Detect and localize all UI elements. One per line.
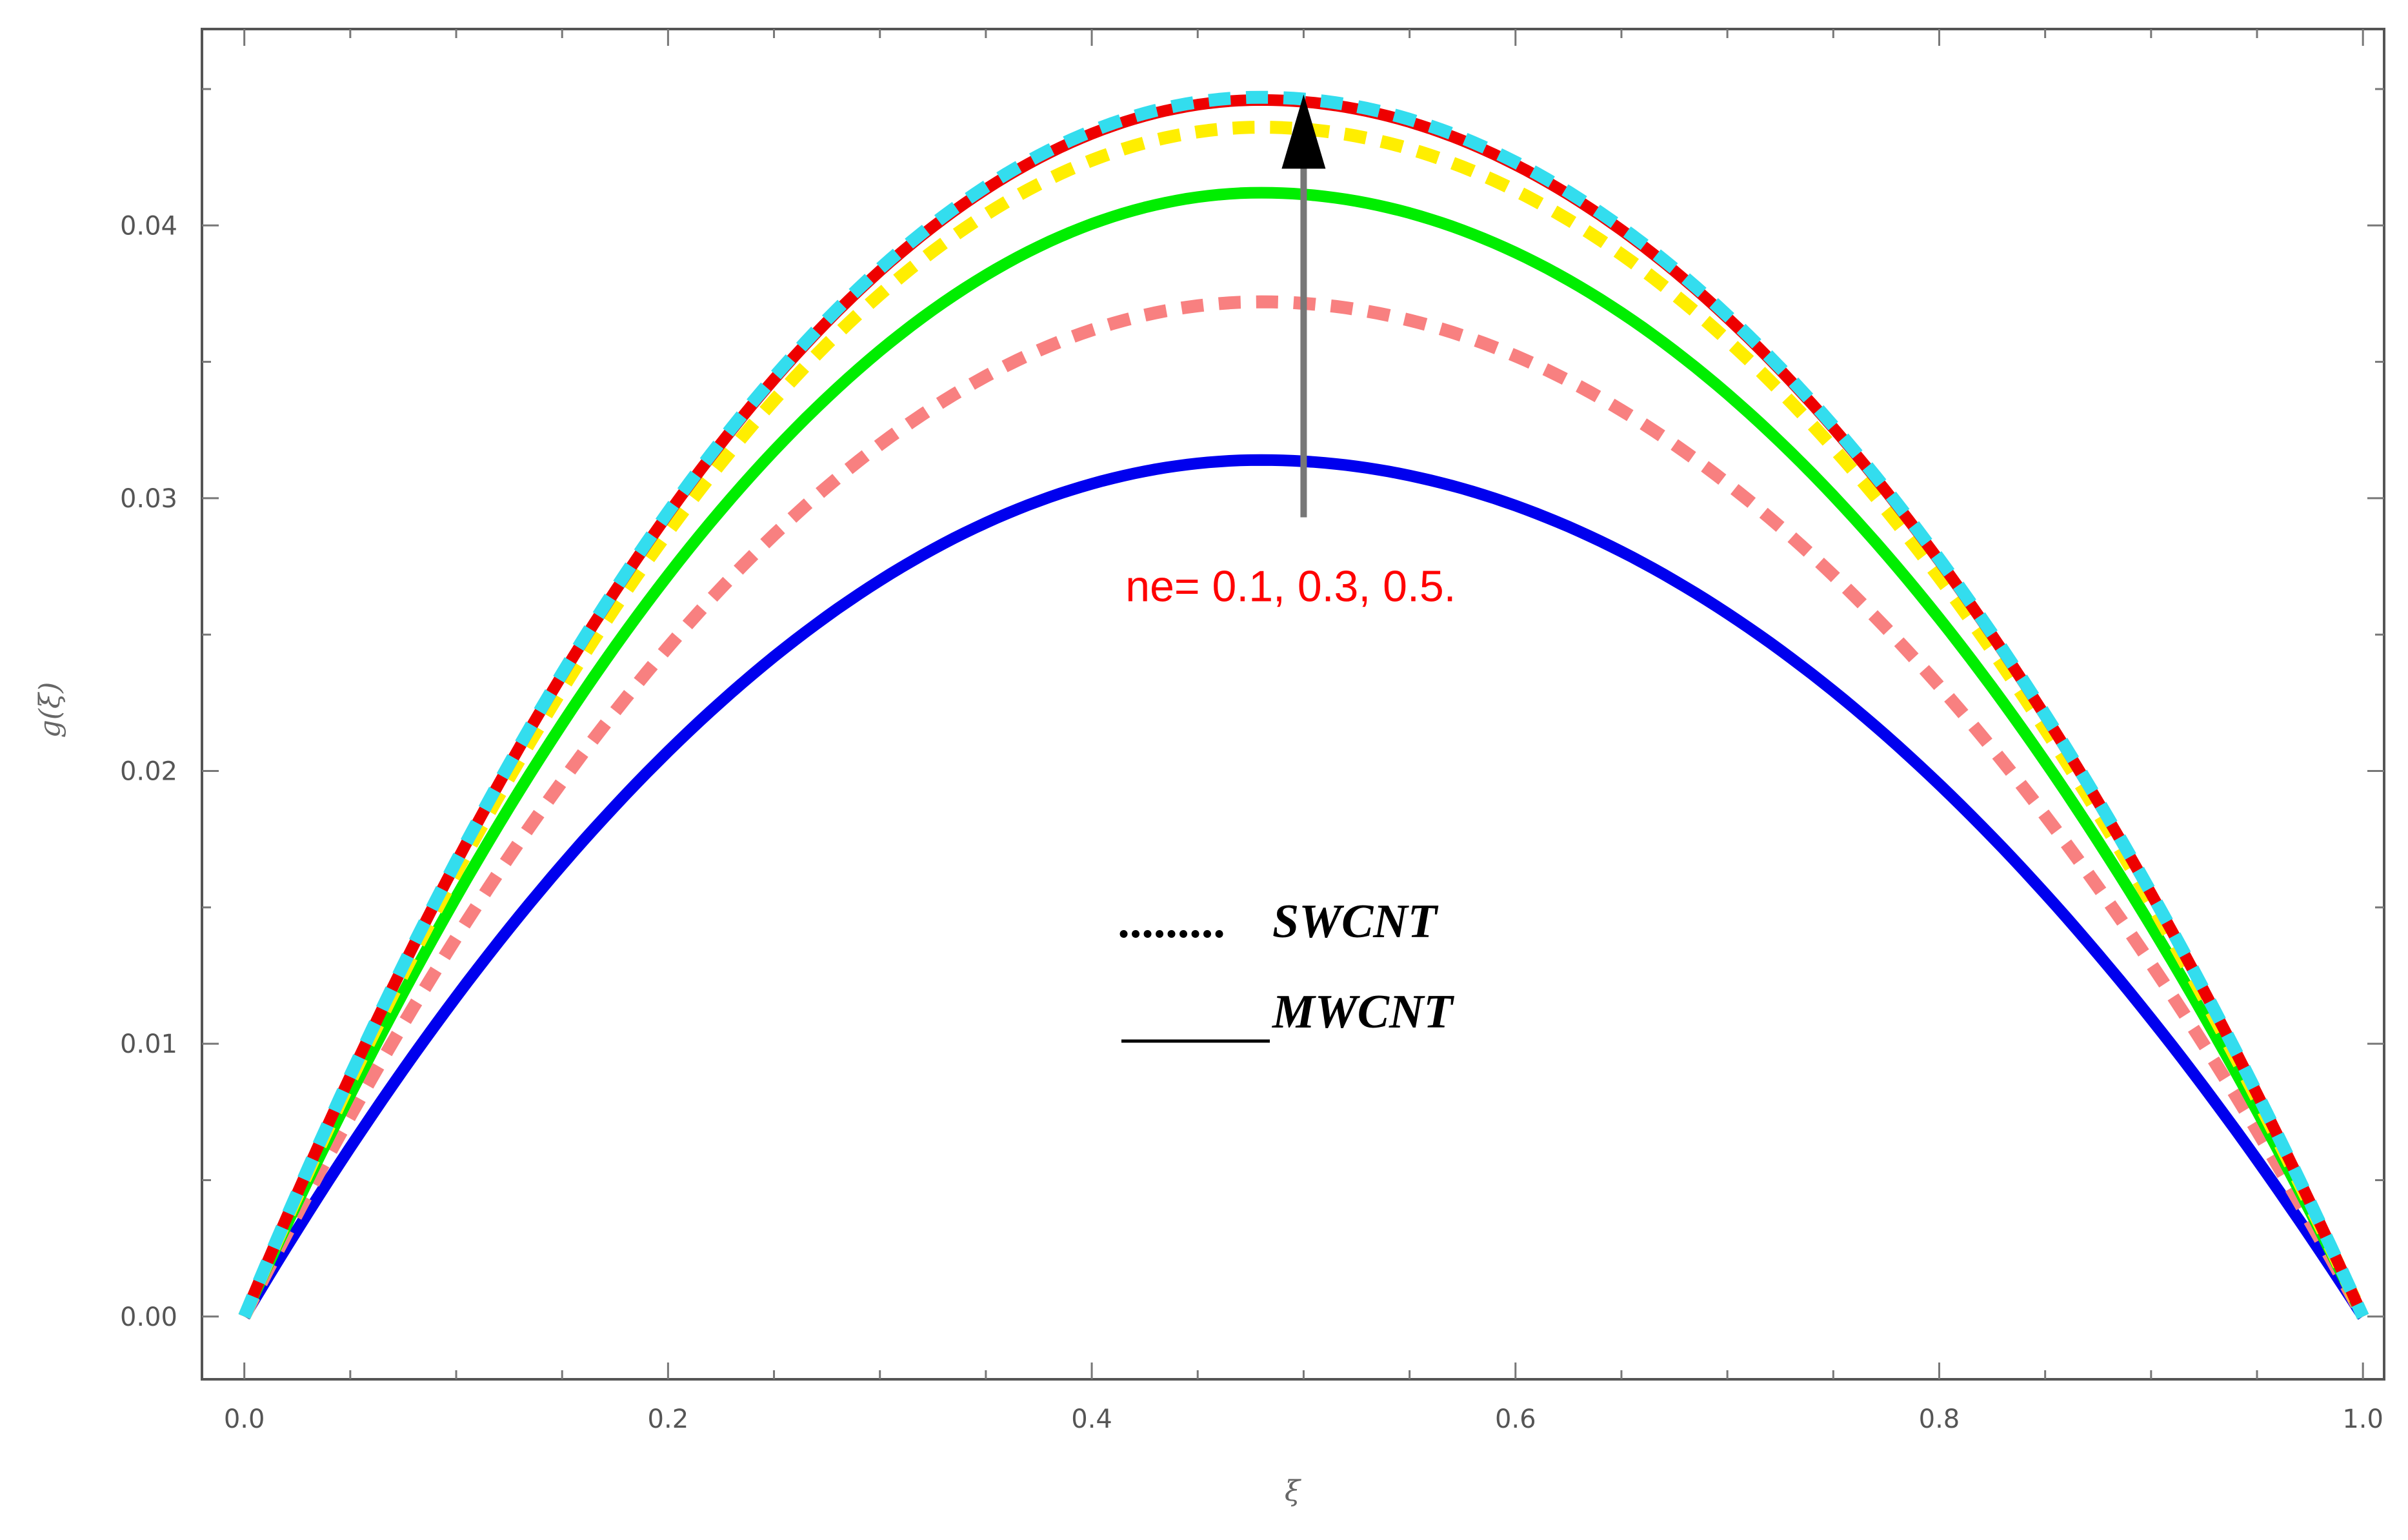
y-tick-label: 0.00 (120, 1302, 177, 1332)
y-tick-label: 0.01 (120, 1029, 177, 1059)
legend-marker-swcnt: ......... (1119, 895, 1227, 948)
plot-frame (201, 28, 2385, 1381)
arrow-head (1281, 94, 1326, 169)
annotation-arrow (1281, 94, 1326, 518)
tick-labels: 0.0 0.2 0.4 0.6 0.8 1.0 0.00 0.01 0.02 0.03 0.04 (120, 211, 2383, 1434)
annotation-label: ne= 0.1, 0.3, 0.5. (1125, 562, 1456, 611)
y-tick-label: 0.03 (120, 484, 177, 514)
x-tick-label: 0.0 (224, 1404, 265, 1434)
x-axis-title: ξ (1285, 1475, 1302, 1508)
legend-label-mwcnt: MWCNT (1272, 986, 1454, 1038)
ticks (202, 29, 2384, 1379)
legend: ......... SWCNT MWCNT (1119, 895, 1454, 1043)
legend-label-swcnt: SWCNT (1272, 895, 1439, 948)
x-tick-label: 0.4 (1071, 1404, 1112, 1434)
y-axis-title: g(ξ) (34, 682, 66, 738)
x-tick-label: 0.2 (648, 1404, 689, 1434)
x-tick-label: 1.0 (2342, 1404, 2383, 1434)
y-tick-label: 0.04 (120, 211, 177, 241)
x-tick-label: 0.8 (1919, 1404, 1960, 1434)
y-tick-label: 0.02 (120, 757, 177, 787)
x-tick-label: 0.6 (1495, 1404, 1536, 1434)
series-line-4 (238, 121, 2369, 1320)
